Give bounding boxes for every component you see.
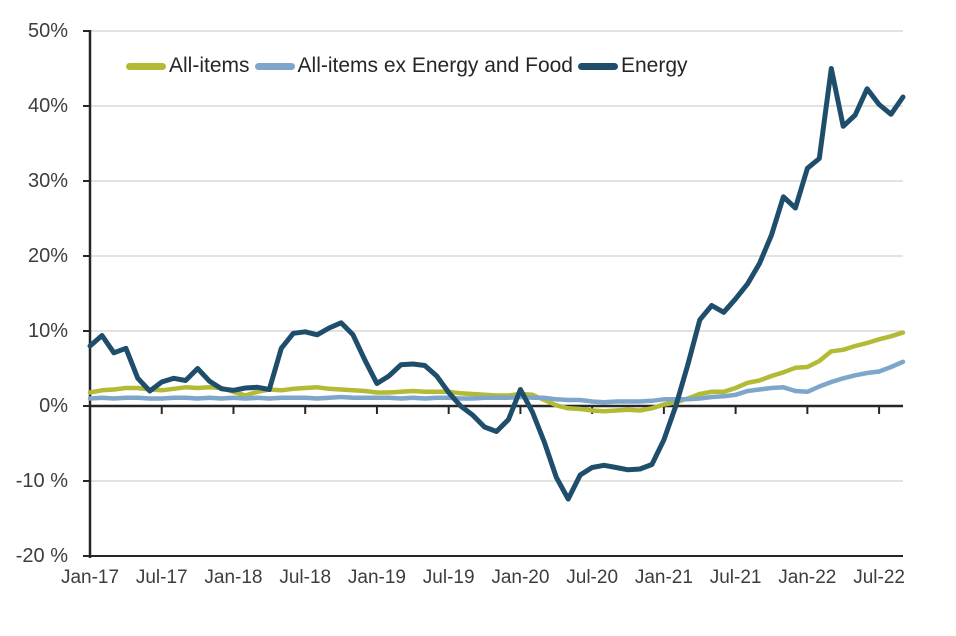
y-axis-tick-label: -20 %: [15, 545, 68, 567]
legend-label-all-items: All-items: [169, 54, 250, 77]
x-axis-tick-label: Jan-20: [491, 567, 550, 588]
x-axis-tick-label: Jul-22: [853, 567, 905, 588]
all-items-line-swatch-icon: [126, 62, 166, 70]
legend-label-ex-energy-food: All-items ex Energy and Food: [297, 54, 573, 77]
y-axis-tick-label: 20%: [27, 245, 68, 267]
energy-line-swatch-icon: [577, 62, 618, 70]
x-axis-tick-label: Jul-18: [279, 567, 332, 588]
y-axis-tick-label: 10%: [27, 320, 68, 342]
x-axis-tick-label: Jul-17: [135, 567, 188, 588]
series-line-all-items-ex-energy-and-food: [87, 359, 906, 405]
legend: All-items All-items ex Energy and Food E…: [126, 53, 688, 79]
legend-item-ex-energy-food: All-items ex Energy and Food: [254, 54, 573, 78]
y-axis-tick-label: 0%: [39, 395, 68, 417]
y-axis-tick-label: 50%: [27, 20, 68, 42]
x-axis-tick-label: Jan-18: [204, 567, 263, 588]
x-axis-tick-label: Jul-20: [566, 567, 619, 588]
x-axis-tick-label: Jul-21: [709, 567, 762, 588]
legend-item-energy: Energy: [577, 54, 688, 78]
x-axis-tick-label: Jan-17: [60, 567, 120, 588]
y-axis-tick-label: -10 %: [15, 470, 68, 492]
series-line-energy: [87, 66, 906, 502]
x-axis-tick-label: Jan-21: [634, 567, 693, 588]
x-axis-tick-label: Jan-22: [778, 567, 837, 588]
legend-item-all-items: All-items: [126, 54, 250, 78]
x-axis-tick-label: Jan-19: [347, 567, 406, 588]
legend-label-energy: Energy: [620, 54, 688, 77]
y-axis-tick-label: 30%: [27, 170, 68, 192]
ex-energy-food-line-swatch-icon: [254, 62, 295, 70]
y-axis-tick-label: 40%: [27, 95, 68, 117]
x-axis-tick-label: Jul-19: [422, 567, 475, 588]
